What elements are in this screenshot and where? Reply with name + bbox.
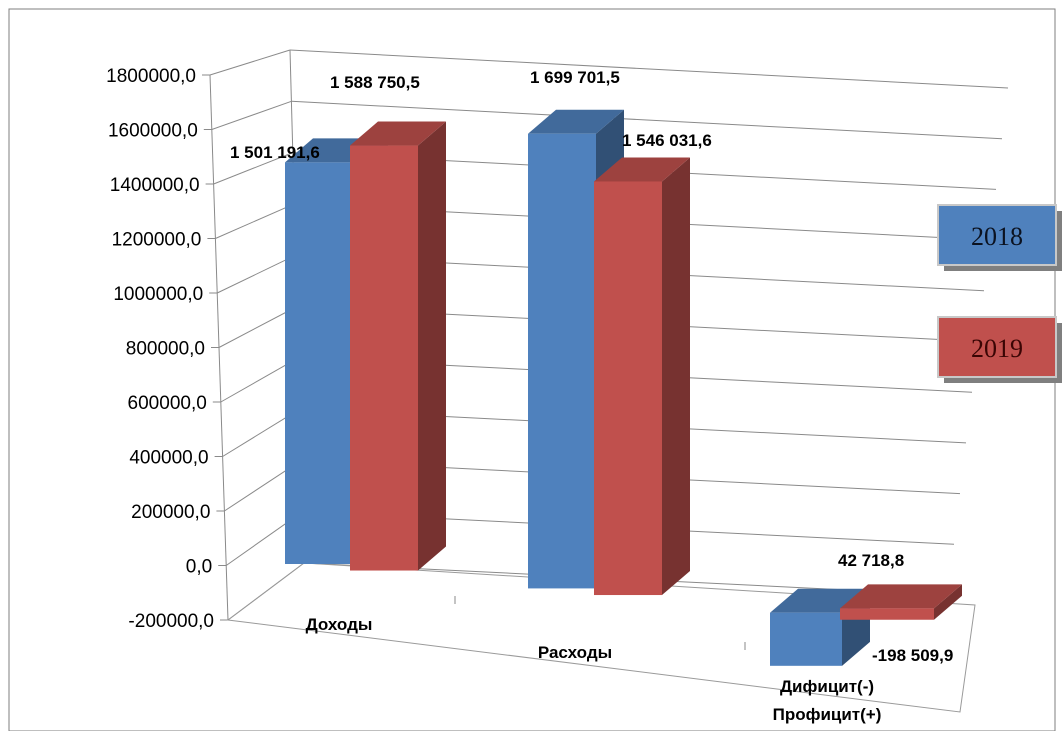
legend-entry: 2019 bbox=[937, 316, 1062, 383]
y-tick-label: 200000,0 bbox=[131, 502, 210, 523]
category-label: Расходы bbox=[538, 643, 612, 662]
category-label: Доходы bbox=[306, 615, 373, 634]
gridline-side bbox=[216, 254, 296, 294]
y-tick-label: -200000,0 bbox=[128, 611, 214, 632]
gridline-side bbox=[209, 49, 291, 76]
y-tick-label: 1200000,0 bbox=[112, 230, 202, 251]
y-tick-label: 1000000,0 bbox=[113, 284, 203, 305]
gridline-side bbox=[218, 306, 298, 348]
legend-label: 2018 bbox=[971, 222, 1023, 251]
gridline-side bbox=[213, 152, 293, 185]
data-label: 1 546 031,6 bbox=[622, 131, 712, 150]
data-labels: 1 501 191,6 1 588 750,5 1 699 701,5 1 546 0… bbox=[230, 68, 953, 665]
category-labels: Доходы Расходы Дифицит(-) Профицит(+) bbox=[306, 615, 882, 724]
y-tick-label: 400000,0 bbox=[129, 448, 208, 469]
gridline-back bbox=[289, 49, 1009, 89]
gridline-side bbox=[211, 100, 292, 130]
y-tick-label: 1800000,0 bbox=[106, 66, 196, 87]
bar bbox=[770, 612, 842, 666]
bars bbox=[285, 109, 962, 666]
gridline-side bbox=[215, 203, 295, 239]
floor bbox=[226, 562, 976, 713]
bar-side bbox=[662, 157, 690, 596]
y-tick-label: 600000,0 bbox=[128, 393, 207, 414]
legend: 2018 2019 bbox=[937, 204, 1062, 383]
bar bbox=[350, 145, 418, 571]
bar-top bbox=[350, 121, 446, 146]
data-label: 42 718,8 bbox=[838, 551, 904, 570]
bar bbox=[594, 181, 662, 596]
y-axis-line bbox=[209, 74, 229, 621]
y-tick-label: 0,0 bbox=[186, 557, 212, 578]
category-label: Профицит(+) bbox=[773, 705, 882, 724]
gridline-back bbox=[291, 100, 1003, 140]
bar-top bbox=[528, 109, 624, 134]
y-tick-label: 1600000,0 bbox=[108, 121, 198, 142]
y-tick-label: 1400000,0 bbox=[110, 175, 200, 196]
bar bbox=[285, 162, 360, 565]
legend-swatch bbox=[937, 316, 1057, 378]
bar-side bbox=[934, 584, 962, 620]
category-label: Дифицит(-) bbox=[780, 677, 874, 696]
data-label: 1 501 191,6 bbox=[230, 143, 320, 162]
data-label: 1 699 701,5 bbox=[530, 68, 620, 87]
bar-top bbox=[594, 157, 690, 182]
bar-side bbox=[418, 121, 446, 571]
bar-top bbox=[840, 584, 962, 609]
legend-entry: 2018 bbox=[937, 204, 1062, 271]
legend-swatch bbox=[937, 204, 1057, 266]
data-label: -198 509,9 bbox=[872, 646, 953, 665]
y-axis-ticks: 1800000,0 1600000,0 1400000,0 1200000,0 1000… bbox=[106, 66, 214, 632]
y-tick-label: 800000,0 bbox=[126, 339, 205, 360]
bar bbox=[528, 133, 596, 589]
data-label: 1 588 750,5 bbox=[330, 73, 420, 92]
legend-label: 2019 bbox=[971, 334, 1023, 363]
bar bbox=[840, 608, 934, 620]
